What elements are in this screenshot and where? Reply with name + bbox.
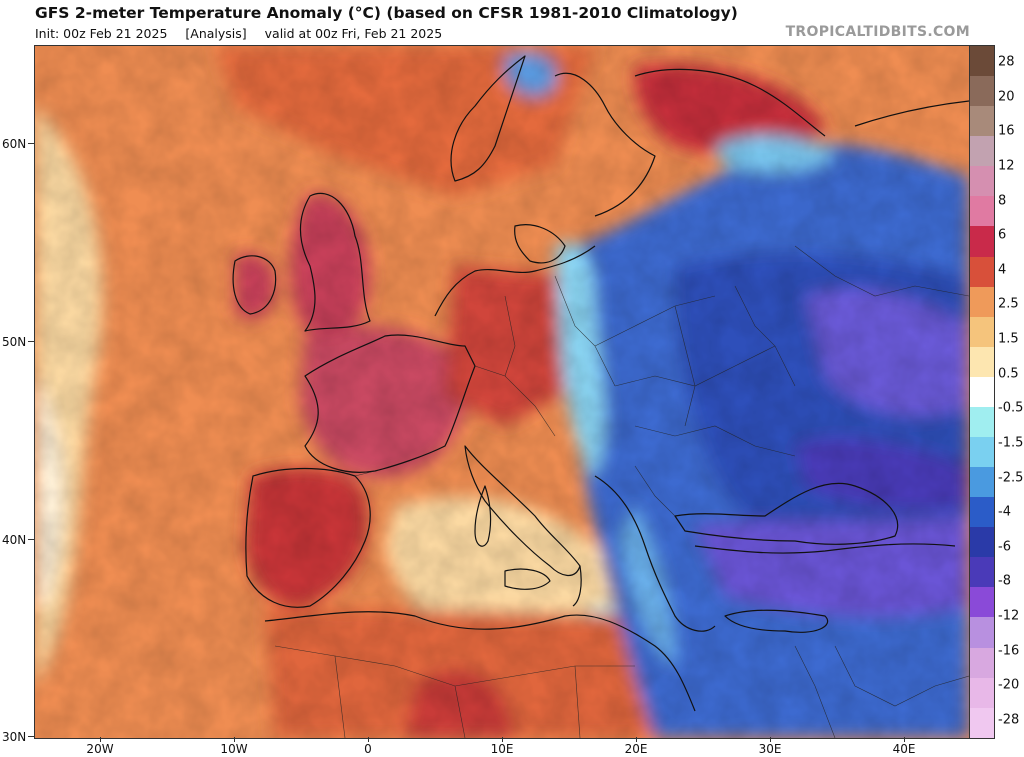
valid-time: valid at 00z Fri, Feb 21 2025 bbox=[264, 26, 443, 41]
colorbar-segment bbox=[970, 346, 994, 377]
colorbar-segment bbox=[970, 166, 994, 197]
colorbar-label: -4 bbox=[998, 504, 1011, 520]
colorbar-label: 28 bbox=[998, 54, 1015, 70]
colorbar-label: 20 bbox=[998, 89, 1015, 105]
brand-watermark[interactable]: TROPICALTIDBITS.COM bbox=[785, 24, 970, 40]
colorbar-label: -0.5 bbox=[998, 400, 1024, 416]
colorbar-segment bbox=[970, 617, 994, 648]
coastlines bbox=[232, 55, 969, 712]
colorbar-segment bbox=[970, 376, 994, 407]
colorbar-segment bbox=[970, 497, 994, 528]
colorbar-label: 0.5 bbox=[998, 366, 1019, 382]
lon-label-0: 0 bbox=[364, 742, 372, 756]
colorbar-segment bbox=[970, 136, 994, 167]
colorbar-segment bbox=[970, 406, 994, 438]
colorbar-label: -8 bbox=[998, 573, 1011, 589]
colorbar-label: 2.5 bbox=[998, 296, 1019, 312]
colorbar-label: 16 bbox=[998, 123, 1015, 139]
colorbar-segment bbox=[970, 587, 994, 618]
lat-tick bbox=[28, 341, 34, 342]
colorbar-segment bbox=[970, 286, 994, 317]
colorbar-segment bbox=[970, 677, 994, 708]
colorbar-segment bbox=[970, 707, 994, 738]
map-subtitle: Init: 00z Feb 21 2025 [Analysis] valid a… bbox=[35, 26, 456, 41]
lat-tick bbox=[28, 143, 34, 144]
colorbar-segment bbox=[970, 557, 994, 588]
init-time: Init: 00z Feb 21 2025 bbox=[35, 26, 168, 41]
lon-tick bbox=[368, 737, 369, 742]
colorbar-label: -16 bbox=[998, 643, 1020, 659]
colorbar-segment bbox=[970, 467, 994, 498]
map-title: GFS 2-meter Temperature Anomaly (°C) (ba… bbox=[35, 4, 738, 22]
colorbar-label: -1.5 bbox=[998, 435, 1024, 451]
lon-label-40e: 40E bbox=[892, 742, 916, 756]
colorbar-segment bbox=[970, 647, 994, 678]
colorbar-label: 8 bbox=[998, 193, 1007, 209]
colorbar-segment bbox=[970, 106, 994, 137]
lon-tick bbox=[234, 737, 235, 742]
colorbar-segment bbox=[970, 76, 994, 107]
country-borders bbox=[274, 245, 969, 738]
lon-tick bbox=[904, 737, 905, 742]
colorbar-segment bbox=[970, 437, 994, 468]
colorbar-label: 12 bbox=[998, 158, 1015, 174]
map-canvas bbox=[35, 46, 969, 738]
lon-label-20e: 20E bbox=[624, 742, 648, 756]
lat-label-50n: 50N bbox=[2, 335, 27, 349]
colorbar-segment bbox=[970, 226, 994, 257]
anomaly-colorbar bbox=[969, 45, 995, 739]
colorbar-label: -2.5 bbox=[998, 470, 1024, 486]
lon-label-10e: 10E bbox=[490, 742, 514, 756]
colorbar-segment bbox=[970, 527, 994, 558]
lat-label-40n: 40N bbox=[2, 533, 27, 547]
lon-tick bbox=[502, 737, 503, 742]
lat-tick bbox=[28, 539, 34, 540]
colorbar-label: -20 bbox=[998, 677, 1020, 693]
lat-label-60n: 60N bbox=[2, 137, 27, 151]
colorbar-label: -12 bbox=[998, 608, 1020, 624]
colorbar-label: -6 bbox=[998, 539, 1011, 555]
lon-label-30e: 30E bbox=[758, 742, 782, 756]
lat-tick bbox=[28, 736, 34, 737]
colorbar-label: 4 bbox=[998, 262, 1007, 278]
lon-label-10w: 10W bbox=[220, 742, 248, 756]
lon-tick bbox=[100, 737, 101, 742]
colorbar-label: 6 bbox=[998, 227, 1007, 243]
colorbar-segment bbox=[970, 316, 994, 347]
lon-tick bbox=[770, 737, 771, 742]
anomaly-map[interactable] bbox=[34, 45, 970, 739]
lon-tick bbox=[636, 737, 637, 742]
colorbar-segment bbox=[970, 46, 994, 77]
colorbar-label: -28 bbox=[998, 712, 1020, 728]
analysis-tag: [Analysis] bbox=[185, 26, 247, 41]
colorbar-segment bbox=[970, 196, 994, 227]
colorbar-label: 1.5 bbox=[998, 331, 1019, 347]
colorbar-segment bbox=[970, 256, 994, 287]
lat-label-30n: 30N bbox=[2, 730, 27, 744]
lon-label-20w: 20W bbox=[86, 742, 114, 756]
